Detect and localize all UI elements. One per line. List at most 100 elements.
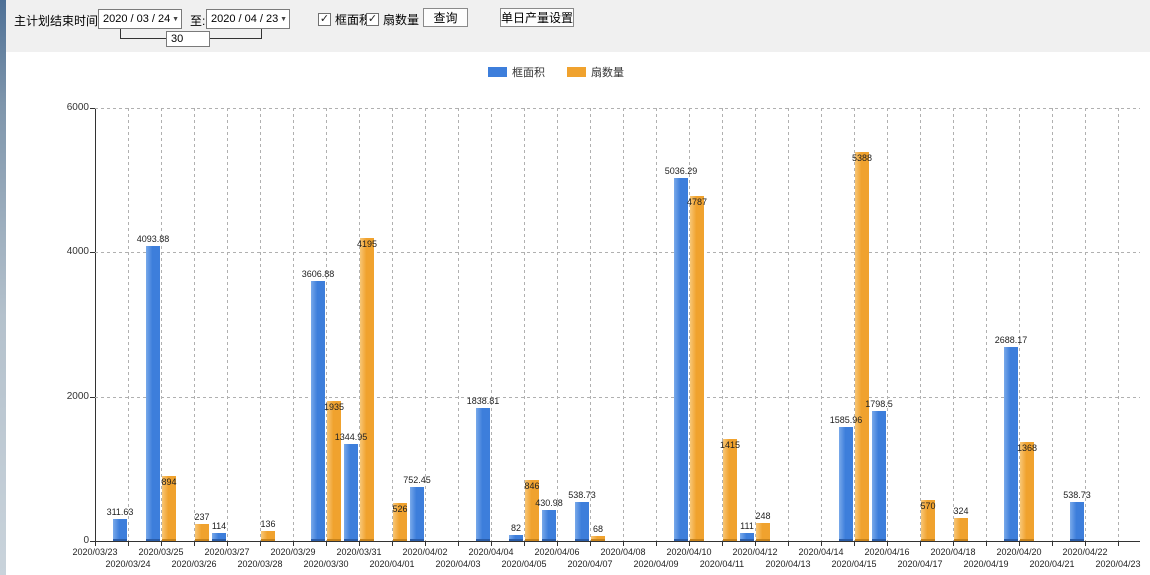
x-axis-tick <box>260 542 261 546</box>
x-axis-tick <box>557 542 558 546</box>
x-axis-label: 2020/04/16 <box>864 547 910 557</box>
x-axis-label: 2020/03/29 <box>270 547 316 557</box>
gridline-v <box>491 108 492 541</box>
bar-框面积-2020/04/06[interactable] <box>542 509 556 541</box>
bar-框面积-2020/04/10[interactable] <box>674 177 688 541</box>
x-axis-tick <box>293 542 294 546</box>
x-axis-label: 2020/04/12 <box>732 547 778 557</box>
bar-扇数量-2020/04/18[interactable] <box>954 517 968 541</box>
gridline-v <box>986 108 987 541</box>
end-date-picker[interactable]: 2020 / 04 / 23 ▼ <box>206 9 290 29</box>
checkbox-frame-area[interactable]: ✓ 框面积 <box>318 11 371 28</box>
y-axis-line <box>95 108 96 542</box>
x-axis-label: 2020/03/24 <box>105 559 151 569</box>
legend-item-fan-count[interactable]: 扇数量 <box>567 64 624 80</box>
bar-扇数量-2020/04/12[interactable] <box>756 523 770 541</box>
connector-line <box>261 29 262 39</box>
bar-扇数量-2020/04/20[interactable] <box>1020 442 1034 541</box>
bar-扇数量-2020/04/05[interactable] <box>525 479 539 541</box>
bar-框面积-2020/04/05[interactable] <box>509 535 523 541</box>
x-axis-tick <box>491 542 492 546</box>
bar-框面积-2020/04/16[interactable] <box>872 411 886 541</box>
bar-框面积-2020/04/20[interactable] <box>1004 347 1018 541</box>
bar-扇数量-2020/04/11[interactable] <box>723 438 737 541</box>
gridline-v <box>1118 108 1119 541</box>
x-axis-tick <box>1118 542 1119 546</box>
bar-框面积-2020/03/25[interactable] <box>146 245 160 541</box>
bar-value-label: 2688.17 <box>994 335 1028 345</box>
y-axis-tick <box>90 252 95 254</box>
gridline-v <box>1052 108 1053 541</box>
gridline-v <box>1085 108 1086 541</box>
x-axis-tick <box>95 542 96 546</box>
bar-框面积-2020/04/12[interactable] <box>740 532 754 541</box>
x-axis-tick <box>623 542 624 546</box>
x-axis-label: 2020/04/13 <box>765 559 811 569</box>
x-axis-label: 2020/04/15 <box>831 559 877 569</box>
x-axis-label: 2020/04/04 <box>468 547 514 557</box>
bar-value-label: 114 <box>211 520 227 531</box>
x-axis-tick <box>1085 542 1086 546</box>
bar-扇数量-2020/03/31[interactable] <box>360 238 374 541</box>
bar-框面积-2020/04/15[interactable] <box>839 426 853 541</box>
bar-扇数量-2020/04/17[interactable] <box>921 499 935 541</box>
bar-扇数量-2020/03/28[interactable] <box>261 531 275 541</box>
bar-框面积-2020/04/04[interactable] <box>476 408 490 541</box>
gridline-v <box>887 108 888 541</box>
checkbox-fan-count[interactable]: ✓ 扇数量 <box>366 11 419 28</box>
bar-扇数量-2020/04/10[interactable] <box>690 195 704 541</box>
plot-area: 0 2000 4000 6000 2020/03/23 2020/03/24 2020/03… <box>67 102 1141 569</box>
gridline-v <box>590 108 591 541</box>
legend-item-frame-area[interactable]: 框面积 <box>488 64 545 80</box>
bar-value-label: 4195 <box>356 239 378 250</box>
x-axis-tick <box>854 542 855 546</box>
x-axis-label: 2020/04/21 <box>1029 559 1075 569</box>
bar-扇数量-2020/04/15[interactable] <box>855 152 869 541</box>
x-axis-tick <box>425 542 426 546</box>
bar-框面积-2020/04/22[interactable] <box>1070 502 1084 541</box>
bar-框面积-2020/04/07[interactable] <box>575 502 589 541</box>
bar-扇数量-2020/04/07[interactable] <box>591 536 605 541</box>
bar-value-label: 894 <box>161 477 177 488</box>
gridline-v <box>227 108 228 541</box>
daily-output-settings-button[interactable]: 单日产量设置 <box>500 8 574 27</box>
bar-value-label: 311.63 <box>106 506 134 517</box>
gridline-v <box>194 108 195 541</box>
dropdown-arrow-icon[interactable]: ▼ <box>172 15 180 23</box>
bar-value-label: 82 <box>510 523 521 534</box>
bar-扇数量-2020/04/01[interactable] <box>393 503 407 541</box>
gridline-v <box>623 108 624 541</box>
query-button[interactable]: 查询 <box>423 8 468 27</box>
x-axis-label: 2020/04/09 <box>633 559 679 569</box>
bar-框面积-2020/03/27[interactable] <box>212 532 226 541</box>
start-date-picker[interactable]: 2020 / 03 / 24 ▼ <box>98 9 182 29</box>
x-axis-tick <box>953 542 954 546</box>
checkmark-icon[interactable]: ✓ <box>366 13 379 26</box>
x-axis-tick <box>755 542 756 546</box>
bar-框面积-2020/04/02[interactable] <box>410 486 424 541</box>
legend-label: 框面积 <box>512 67 545 79</box>
gridline-v <box>359 108 360 541</box>
bar-框面积-2020/03/24[interactable] <box>113 518 127 541</box>
x-axis-tick <box>392 542 393 546</box>
gridline-v <box>656 108 657 541</box>
bar-框面积-2020/03/30[interactable] <box>311 280 325 541</box>
interval-days-input[interactable] <box>166 31 210 47</box>
bar-扇数量-2020/03/30[interactable] <box>327 401 341 541</box>
x-axis-tick <box>128 542 129 546</box>
bar-value-label: 538.73 <box>568 490 596 501</box>
x-axis-label: 2020/04/06 <box>534 547 580 557</box>
x-axis-tick <box>887 542 888 546</box>
x-axis-tick <box>656 542 657 546</box>
dropdown-arrow-icon[interactable]: ▼ <box>280 15 288 23</box>
bar-框面积-2020/03/31[interactable] <box>344 443 358 541</box>
legend-swatch-blue <box>488 67 507 77</box>
x-axis-tick <box>722 542 723 546</box>
y-axis-label: 2000 <box>66 390 89 402</box>
bar-value-label: 1585.96 <box>829 414 863 425</box>
gridline-v <box>458 108 459 541</box>
bar-扇数量-2020/03/25[interactable] <box>162 476 176 541</box>
bar-扇数量-2020/03/26[interactable] <box>195 523 209 541</box>
gridline-v <box>524 108 525 541</box>
checkmark-icon[interactable]: ✓ <box>318 13 331 26</box>
